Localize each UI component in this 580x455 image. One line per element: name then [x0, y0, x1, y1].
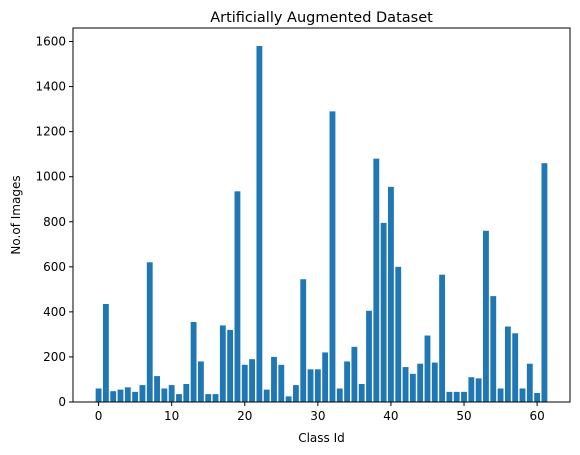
bar-class-57: [512, 333, 519, 402]
bar-class-27: [292, 385, 299, 402]
bar-class-60: [534, 392, 541, 402]
bar-class-61: [541, 163, 548, 402]
x-tick-label: 30: [310, 409, 325, 423]
bar-class-12: [183, 383, 190, 402]
x-tick-label: 20: [237, 409, 252, 423]
y-tick-label: 1200: [35, 125, 66, 139]
x-axis-ticks: 0 10 20 30 40 50 60: [95, 402, 545, 423]
bar-class-6: [139, 385, 146, 402]
bar-class-11: [176, 394, 182, 402]
bar-class-52: [475, 378, 482, 402]
y-tick-label: 800: [43, 215, 66, 229]
bar-class-46: [431, 362, 438, 402]
bar-class-17: [219, 325, 226, 402]
bar-class-4: [124, 387, 131, 402]
bar-class-35: [351, 346, 358, 402]
y-axis-ticks: 0 200 400 600 800 1000 1200 1400 1600: [35, 35, 73, 409]
bar-class-13: [190, 322, 197, 402]
bar-class-3: [117, 389, 124, 402]
bar-class-21: [249, 359, 255, 402]
bar-class-33: [336, 388, 343, 402]
bar-class-10: [168, 385, 175, 402]
y-tick-label: 200: [43, 350, 66, 364]
bar-class-22: [256, 46, 263, 402]
bar-class-47: [439, 274, 446, 402]
bar-class-36: [358, 383, 365, 402]
bar-class-29: [307, 369, 314, 402]
bar-class-58: [519, 388, 526, 402]
bar-class-41: [395, 266, 402, 402]
bar-class-54: [490, 296, 497, 402]
bar-class-18: [227, 329, 234, 402]
bar-class-55: [497, 388, 504, 402]
bar-class-26: [285, 396, 292, 402]
y-axis-label: No.of Images: [9, 175, 23, 254]
bar-class-45: [424, 335, 431, 402]
bar-class-56: [504, 326, 511, 402]
bar-class-5: [132, 391, 139, 402]
bar-class-0: [95, 388, 102, 402]
bar-class-48: [446, 391, 453, 402]
bar-class-43: [409, 373, 416, 402]
bar-class-28: [300, 279, 307, 402]
bar-class-24: [271, 356, 277, 402]
bar-class-40: [388, 186, 394, 402]
bar-class-7: [146, 262, 153, 402]
bar-class-59: [526, 363, 533, 402]
y-tick-label: 1400: [35, 80, 66, 94]
bar-class-49: [453, 391, 460, 402]
bar-class-39: [380, 222, 387, 402]
y-tick-label: 0: [58, 395, 66, 409]
y-tick-label: 1600: [35, 35, 66, 49]
x-tick-label: 0: [95, 409, 103, 423]
bar-class-53: [483, 230, 489, 402]
bar-class-32: [329, 111, 336, 402]
bar-class-19: [234, 191, 241, 402]
bar-class-20: [241, 364, 248, 402]
bar-class-44: [417, 363, 424, 402]
x-axis-label: Class Id: [298, 431, 345, 445]
bar-class-8: [154, 376, 160, 402]
bar-class-15: [205, 394, 212, 402]
bar-class-14: [197, 361, 204, 402]
bar-class-38: [373, 158, 380, 402]
bar-class-9: [161, 388, 168, 402]
bar-class-31: [322, 352, 329, 402]
x-tick-label: 60: [529, 409, 544, 423]
bar-class-30: [314, 369, 321, 402]
bar-class-16: [212, 394, 219, 402]
bar-class-50: [461, 391, 467, 402]
plot-frame: [72, 27, 571, 403]
bar-class-25: [278, 364, 285, 402]
bar-class-51: [468, 377, 475, 402]
x-tick-label: 50: [456, 409, 471, 423]
bar-class-2: [110, 391, 117, 402]
bar-class-37: [366, 310, 372, 402]
bars-group: [95, 46, 548, 402]
x-tick-label: 10: [164, 409, 179, 423]
chart-title: Artificially Augmented Dataset: [210, 10, 433, 26]
bar-class-34: [344, 361, 351, 402]
bar-class-23: [263, 389, 270, 402]
bar-class-42: [402, 367, 409, 402]
y-tick-label: 400: [43, 305, 66, 319]
x-tick-label: 40: [383, 409, 398, 423]
bar-class-1: [102, 303, 109, 402]
y-tick-label: 600: [43, 260, 66, 274]
y-tick-label: 1000: [35, 170, 66, 184]
